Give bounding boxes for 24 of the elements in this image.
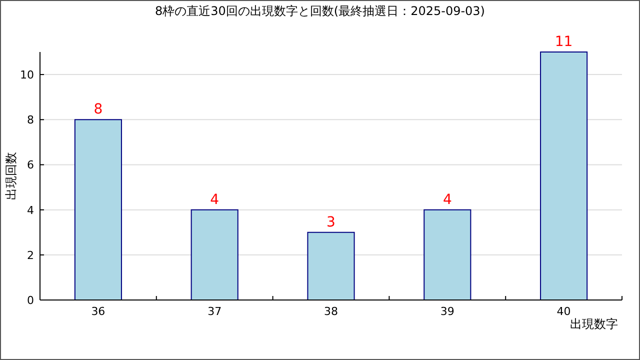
data-label: 3: [326, 214, 336, 230]
chart-title: 8枠の直近30回の出現数字と回数(最終抽選日：2025-09-03): [154, 4, 486, 18]
data-label: 11: [554, 34, 573, 50]
data-label: 8: [94, 102, 103, 118]
x-tick-label: 40: [556, 305, 571, 318]
y-tick-label: 0: [27, 294, 34, 307]
data-label: 4: [442, 192, 452, 208]
bar: [74, 119, 122, 300]
x-tick-label: 36: [91, 305, 106, 318]
bar: [540, 52, 588, 300]
y-tick-label: 2: [27, 248, 34, 262]
bar: [307, 232, 355, 300]
data-label: 4: [210, 192, 220, 208]
x-tick-label: 38: [324, 305, 338, 318]
x-axis-title: 出現数字: [570, 317, 618, 331]
bar: [424, 209, 472, 300]
y-tick-label: 8: [27, 114, 34, 127]
bar: [190, 209, 238, 300]
y-axis-title: 出現回数: [4, 152, 18, 200]
x-tick-label: 39: [440, 305, 454, 318]
y-tick-label: 6: [27, 158, 34, 172]
y-tick-label: 4: [27, 204, 34, 217]
x-tick-label: 37: [208, 305, 222, 318]
y-tick-label: 10: [20, 68, 34, 82]
